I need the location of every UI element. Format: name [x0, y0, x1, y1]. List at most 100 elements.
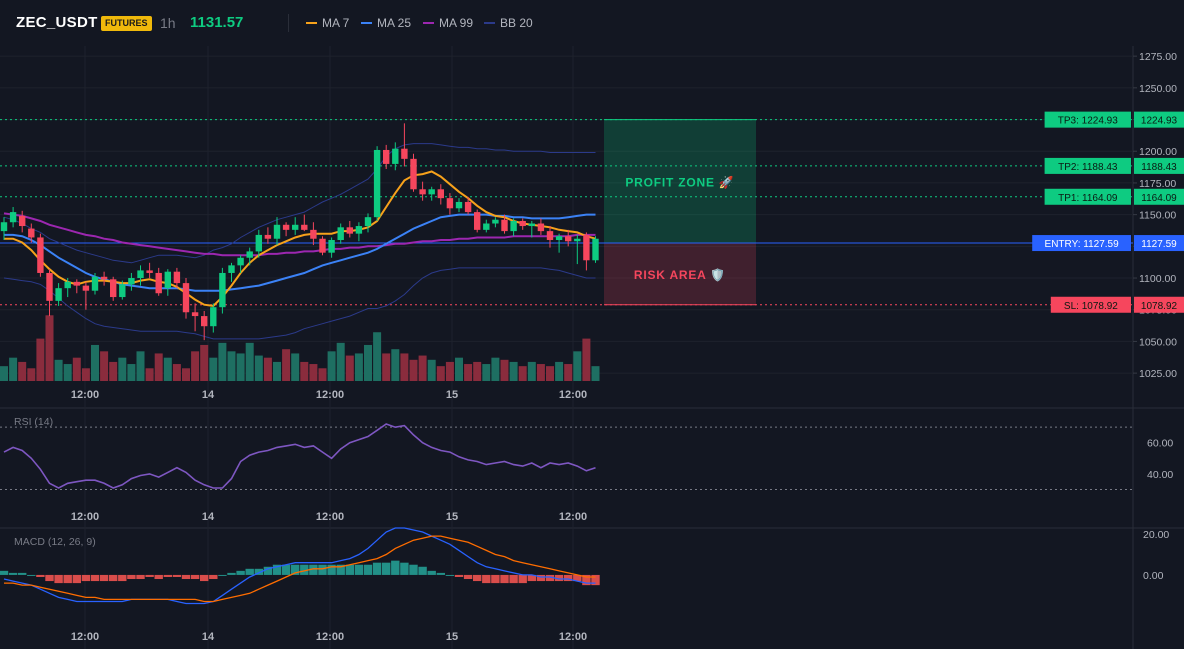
- legend-bb20[interactable]: BB 20: [484, 15, 533, 31]
- volume-bar: [72, 357, 81, 381]
- candle-body[interactable]: [428, 189, 435, 195]
- time-label: 12:00: [316, 389, 344, 401]
- legend-ma7[interactable]: MA 7: [306, 15, 349, 31]
- candle-body[interactable]: [565, 236, 572, 242]
- volume-bar: [91, 344, 99, 381]
- macd-title: MACD (12, 26, 9): [14, 536, 96, 548]
- candle-body[interactable]: [210, 307, 217, 327]
- macd-histogram-bar: [118, 574, 127, 582]
- candle-body[interactable]: [37, 237, 44, 273]
- candle-body[interactable]: [455, 201, 463, 209]
- candle-body[interactable]: [110, 279, 117, 298]
- tp3-tag: [1044, 111, 1131, 128]
- candle-body[interactable]: [73, 281, 80, 286]
- candle-body[interactable]: [464, 201, 472, 213]
- candle-body[interactable]: [255, 234, 262, 252]
- candle-body[interactable]: [9, 212, 17, 223]
- candle-body[interactable]: [228, 265, 235, 273]
- candle-body[interactable]: [100, 276, 108, 280]
- candle-body[interactable]: [528, 223, 535, 227]
- candle-body[interactable]: [64, 281, 71, 289]
- volume-bar: [291, 353, 300, 381]
- candle-body[interactable]: [310, 229, 317, 239]
- candle-body[interactable]: [46, 272, 53, 301]
- candle-body[interactable]: [282, 224, 290, 230]
- time-label: 12:00: [559, 389, 587, 401]
- candle-body[interactable]: [237, 257, 244, 266]
- candle-body[interactable]: [355, 226, 363, 234]
- candle-body[interactable]: [555, 236, 563, 240]
- macd-histogram-bar: [263, 566, 273, 575]
- candle-body[interactable]: [155, 272, 162, 294]
- candle-body[interactable]: [583, 234, 590, 261]
- legend-ma25[interactable]: MA 25: [361, 15, 411, 31]
- candle-body[interactable]: [373, 149, 381, 218]
- candle-body[interactable]: [219, 272, 226, 308]
- candle-body[interactable]: [319, 238, 326, 253]
- candle-body[interactable]: [137, 270, 144, 279]
- candle-body[interactable]: [191, 312, 199, 317]
- candle-body[interactable]: [483, 223, 490, 230]
- candle-body[interactable]: [173, 271, 181, 284]
- candle-body[interactable]: [419, 189, 426, 195]
- candle-body[interactable]: [82, 285, 90, 291]
- candle-body[interactable]: [546, 231, 554, 240]
- volume-bar: [300, 361, 309, 381]
- macd-histogram-bar: [418, 566, 427, 575]
- candle-body[interactable]: [28, 228, 35, 238]
- candle-body[interactable]: [328, 239, 335, 253]
- price-tick-label: 1200.00: [1139, 146, 1177, 158]
- volume-bar: [555, 361, 564, 381]
- candle-body[interactable]: [492, 219, 499, 224]
- candle-body[interactable]: [0, 222, 8, 232]
- candle-body[interactable]: [410, 158, 417, 190]
- candle-body[interactable]: [401, 148, 408, 159]
- candle-body[interactable]: [246, 251, 253, 258]
- candle-body[interactable]: [537, 223, 545, 232]
- candle-body[interactable]: [146, 270, 153, 273]
- candle-body[interactable]: [446, 198, 454, 209]
- tp2-price-label-text: 1188.43: [1141, 162, 1177, 173]
- candle-body[interactable]: [383, 149, 390, 164]
- candle-body[interactable]: [501, 219, 508, 232]
- symbol-name[interactable]: ZEC_USDT: [16, 14, 98, 31]
- candle-body[interactable]: [55, 288, 62, 301]
- macd-histogram-bar: [382, 562, 391, 575]
- candle-body[interactable]: [474, 212, 481, 230]
- candle-body[interactable]: [292, 224, 299, 230]
- macd-histogram-bar: [463, 574, 473, 580]
- candle-body[interactable]: [364, 217, 372, 227]
- candle-body[interactable]: [264, 234, 272, 239]
- rsi-pane[interactable]: RSI (14) 60.00 40.00: [0, 416, 1173, 491]
- candle-body[interactable]: [164, 271, 171, 289]
- macd-histogram-bar: [181, 574, 191, 580]
- candle-body[interactable]: [592, 238, 599, 261]
- candle-body[interactable]: [273, 224, 281, 239]
- candle-body[interactable]: [574, 238, 581, 242]
- candle-body[interactable]: [510, 220, 517, 232]
- macd-histogram-bar: [500, 574, 509, 584]
- candle-body[interactable]: [182, 283, 190, 313]
- candle-body[interactable]: [337, 227, 344, 240]
- candle-body[interactable]: [301, 224, 308, 230]
- candle-body[interactable]: [519, 220, 526, 227]
- volume-bar: [464, 364, 473, 381]
- macd-pane[interactable]: MACD (12, 26, 9) 20.00 0.00: [0, 527, 1169, 605]
- legend-ma99[interactable]: MA 99: [423, 15, 473, 31]
- candle-body[interactable]: [346, 227, 353, 234]
- candle-body[interactable]: [392, 148, 399, 164]
- macd-histogram-bar: [564, 574, 573, 582]
- candle-body[interactable]: [91, 276, 99, 291]
- volume-bar: [382, 353, 391, 381]
- timeframe-selector[interactable]: 1h: [160, 15, 176, 31]
- candlesticks[interactable]: [0, 123, 599, 341]
- candle-body[interactable]: [19, 215, 26, 227]
- candle-body[interactable]: [201, 316, 208, 327]
- macd-histogram-bar: [81, 574, 91, 582]
- candle-body[interactable]: [128, 278, 135, 285]
- macd-histogram-bar: [63, 574, 72, 584]
- price-tick-label: 1050.00: [1139, 336, 1177, 348]
- candle-body[interactable]: [437, 189, 444, 199]
- candle-body[interactable]: [119, 284, 126, 298]
